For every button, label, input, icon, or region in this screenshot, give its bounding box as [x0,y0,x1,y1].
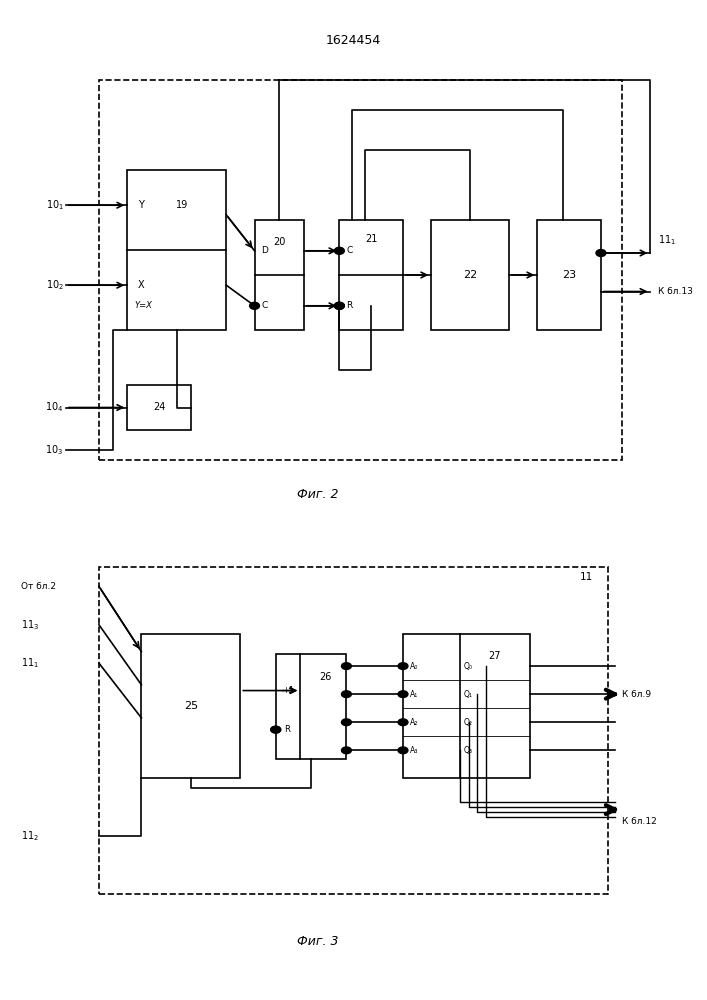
Circle shape [271,726,281,733]
Bar [537,220,601,330]
Text: A₁: A₁ [410,690,419,699]
Text: C: C [262,301,268,310]
Text: C: C [346,246,353,255]
Text: $11_1$: $11_1$ [21,656,40,670]
Text: $11_3$: $11_3$ [21,618,40,632]
Circle shape [271,726,281,733]
Text: A₃: A₃ [410,746,419,755]
Text: Фиг. 2: Фиг. 2 [298,488,339,502]
Text: 21: 21 [365,234,378,244]
Bar [255,220,304,330]
Text: От бл.2: От бл.2 [21,582,57,591]
Text: Y: Y [138,200,144,210]
Text: R: R [284,725,290,734]
Text: R: R [346,301,353,310]
Text: 26: 26 [319,672,332,682]
Circle shape [334,302,344,309]
Text: $10_1$: $10_1$ [45,198,64,212]
Text: Q₂: Q₂ [464,718,473,727]
Text: Y=X: Y=X [134,302,152,310]
Text: X: X [138,280,144,290]
Text: Q₀: Q₀ [464,662,473,671]
Bar [141,634,240,778]
Circle shape [398,691,408,698]
Text: 1624454: 1624454 [326,33,381,46]
Circle shape [398,719,408,726]
Circle shape [250,302,259,309]
Circle shape [334,302,344,309]
Text: Фиг. 3: Фиг. 3 [298,935,339,948]
Bar [339,220,403,330]
Text: Q₁: Q₁ [464,690,473,699]
Bar [99,567,608,894]
Text: 25: 25 [184,701,198,711]
Circle shape [341,691,351,698]
Bar [127,385,191,430]
Text: D: D [262,246,269,255]
Circle shape [334,247,344,254]
Text: $11_2$: $11_2$ [21,829,40,843]
Text: $10_3$: $10_3$ [45,443,64,457]
Circle shape [596,249,606,256]
Text: К бл.13: К бл.13 [658,287,692,296]
Text: 22: 22 [463,270,477,280]
Text: A₂: A₂ [410,718,419,727]
Circle shape [341,663,351,669]
Text: Q₃: Q₃ [464,746,473,755]
Text: +1: +1 [282,686,295,695]
Text: К бл.12: К бл.12 [622,817,657,826]
Text: $11_1$: $11_1$ [658,234,676,247]
Circle shape [398,663,408,669]
Bar [431,220,509,330]
Text: 27: 27 [489,651,501,661]
Circle shape [341,719,351,726]
Bar [276,654,346,759]
Text: 24: 24 [153,402,165,412]
Circle shape [341,747,351,754]
Text: 20: 20 [273,237,286,247]
Text: 11: 11 [580,572,593,582]
Bar [99,80,622,460]
Text: $10_4$: $10_4$ [45,401,64,414]
Text: К бл.9: К бл.9 [622,690,651,699]
Bar [403,634,530,778]
Bar [127,170,226,330]
Text: 23: 23 [562,270,576,280]
Text: $10_2$: $10_2$ [45,278,64,292]
Text: 19: 19 [175,200,188,210]
Text: A₀: A₀ [410,662,419,671]
Circle shape [398,747,408,754]
